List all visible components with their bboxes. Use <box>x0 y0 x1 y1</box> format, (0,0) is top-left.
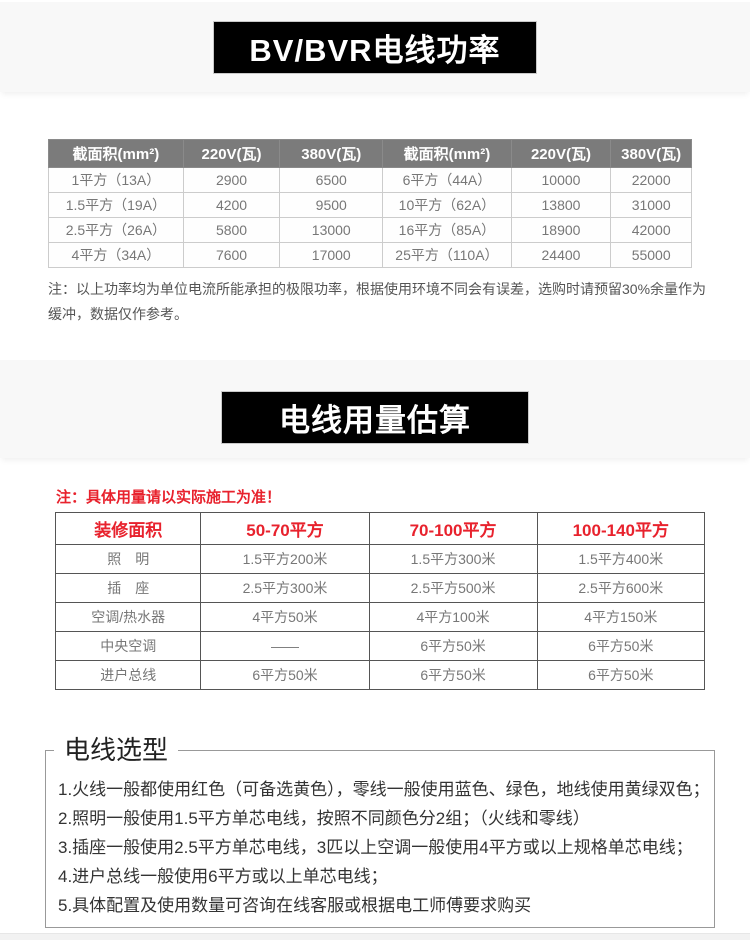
wire-selection-item: 2.照明一般使用1.5平方单芯电线，按照不同颜色分2组；（火线和零线） <box>58 809 590 828</box>
table-cell: —— <box>200 631 370 661</box>
table-cell: 16平方（85A） <box>382 217 512 243</box>
section1-band: BV/BVR电线功率 <box>0 2 750 92</box>
table-row: 中央空调 —— 6平方50米 6平方50米 <box>54 631 706 661</box>
wire-power-table: 截面积(mm²) 220V(瓦) 380V(瓦) 截面积(mm²) 220V(瓦) 380… <box>48 139 692 268</box>
table-cell: 照 明 <box>54 544 202 574</box>
table-row: 插 座 2.5平方300米 2.5平方500米 2.5平方600米 <box>54 573 706 603</box>
column-header: 220V(瓦) <box>182 139 281 168</box>
table-cell: 4平方（34A） <box>48 242 184 268</box>
table-row: 2.5平方（26A） 5800 13000 16平方（85A） 18900 42000 <box>48 217 692 243</box>
column-header: 截面积(mm²) <box>382 139 512 168</box>
column-header: 380V(瓦) <box>279 139 384 168</box>
table-row: 空调/热水器 4平方50米 4平方100米 4平方150米 <box>54 602 706 632</box>
table-cell: 1.5平方300米 <box>368 544 538 574</box>
table-cell: 6平方50米 <box>368 631 538 661</box>
table-cell: 1平方（13A） <box>48 167 184 193</box>
wire-selection-list: 1.火线一般都使用红色（可备选黄色），零线一般使用蓝色、绿色，地线使用黄绿双色；… <box>46 751 714 920</box>
table-cell: 1.5平方（19A） <box>48 192 184 218</box>
section1-title: BV/BVR电线功率 <box>249 33 501 68</box>
table-cell: 6平方50米 <box>368 660 538 690</box>
table-cell: 18900 <box>510 217 612 243</box>
table-row: 4平方（34A） 7600 17000 25平方（110A） 24400 55000 <box>48 242 692 268</box>
table-cell: 6平方50米 <box>536 631 706 661</box>
column-header: 截面积(mm²) <box>48 139 184 168</box>
table-cell: 9500 <box>279 192 384 218</box>
column-header: 220V(瓦) <box>510 139 612 168</box>
power-table-note: 注：以上功率均为单位电流所能承担的极限功率，根据使用环境不同会有误差，选购时请预… <box>48 281 707 322</box>
column-header: 100-140平方 <box>536 512 706 545</box>
section2-title: 电线用量估算 <box>279 403 471 438</box>
table-cell: 42000 <box>610 217 692 243</box>
table-cell: 2900 <box>182 167 281 193</box>
table-cell: 1.5平方400米 <box>536 544 706 574</box>
table-cell: 24400 <box>510 242 612 268</box>
wire-selection-title: 电线选型 <box>54 734 179 766</box>
wire-selection-item: 4.进户总线一般使用6平方或以上单芯电线； <box>58 867 388 886</box>
table-cell: 10平方（62A） <box>382 192 512 218</box>
table-cell: 4平方150米 <box>536 602 706 632</box>
table-cell: 6500 <box>279 167 384 193</box>
table-cell: 13800 <box>510 192 612 218</box>
table-cell: 2.5平方（26A） <box>48 217 184 243</box>
table-cell: 1.5平方200米 <box>200 544 370 574</box>
table-row: 1.5平方（19A） 4200 9500 10平方（62A） 13800 31000 <box>48 192 692 218</box>
table-cell: 6平方50米 <box>200 660 370 690</box>
table-cell: 17000 <box>279 242 384 268</box>
table-cell: 7600 <box>182 242 281 268</box>
table-cell: 空调/热水器 <box>54 602 202 632</box>
table-cell: 4平方100米 <box>368 602 538 632</box>
column-header: 装修面积 <box>54 512 202 545</box>
table-cell: 6平方50米 <box>536 660 706 690</box>
table-row: 进户总线 6平方50米 6平方50米 6平方50米 <box>54 660 706 690</box>
wire-selection-item: 3.插座一般使用2.5平方单芯电线，3匹以上空调一般使用4平方或以上规格单芯电线… <box>58 838 693 857</box>
wire-usage-table: 装修面积 50-70平方 70-100平方 100-140平方照 明 1.5平方200米… <box>54 512 706 690</box>
table-cell: 31000 <box>610 192 692 218</box>
column-header: 380V(瓦) <box>610 139 692 168</box>
wire-selection-box: 电线选型 1.火线一般都使用红色（可备选黄色），零线一般使用蓝色、绿色，地线使用… <box>45 734 715 928</box>
section1-title-banner: BV/BVR电线功率 <box>213 21 537 74</box>
table-row: 1平方（13A） 2900 6500 6平方（44A） 10000 22000 <box>48 167 692 193</box>
usage-warning-note: 注：具体用量请以实际施工为准！ <box>56 489 282 506</box>
section2-title-banner: 电线用量估算 <box>221 391 529 444</box>
bottom-divider-strip <box>0 933 750 940</box>
column-header: 50-70平方 <box>200 512 370 545</box>
table-cell: 2.5平方600米 <box>536 573 706 603</box>
table-cell: 4平方50米 <box>200 602 370 632</box>
wire-selection-item: 5.具体配置及使用数量可咨询在线客服或根据电工师傅要求购买 <box>58 896 532 915</box>
table-cell: 22000 <box>610 167 692 193</box>
section2-band: 电线用量估算 <box>0 360 750 458</box>
table-cell: 25平方（110A） <box>382 242 512 268</box>
table-row: 照 明 1.5平方200米 1.5平方300米 1.5平方400米 <box>54 544 706 574</box>
wire-selection-item: 1.火线一般都使用红色（可备选黄色），零线一般使用蓝色、绿色，地线使用黄绿双色； <box>58 780 710 799</box>
table-cell: 2.5平方500米 <box>368 573 538 603</box>
table-cell: 插 座 <box>54 573 202 603</box>
table-cell: 中央空调 <box>54 631 202 661</box>
table-cell: 6平方（44A） <box>382 167 512 193</box>
table-cell: 进户总线 <box>54 660 202 690</box>
header-row: 截面积(mm²) 220V(瓦) 380V(瓦) 截面积(mm²) 220V(瓦) 380… <box>48 139 692 168</box>
column-header: 70-100平方 <box>368 512 538 545</box>
table-cell: 4200 <box>182 192 281 218</box>
table-cell: 5800 <box>182 217 281 243</box>
table-cell: 10000 <box>510 167 612 193</box>
table-cell: 2.5平方300米 <box>200 573 370 603</box>
table-cell: 55000 <box>610 242 692 268</box>
header-row: 装修面积 50-70平方 70-100平方 100-140平方 <box>54 512 706 545</box>
table-cell: 13000 <box>279 217 384 243</box>
